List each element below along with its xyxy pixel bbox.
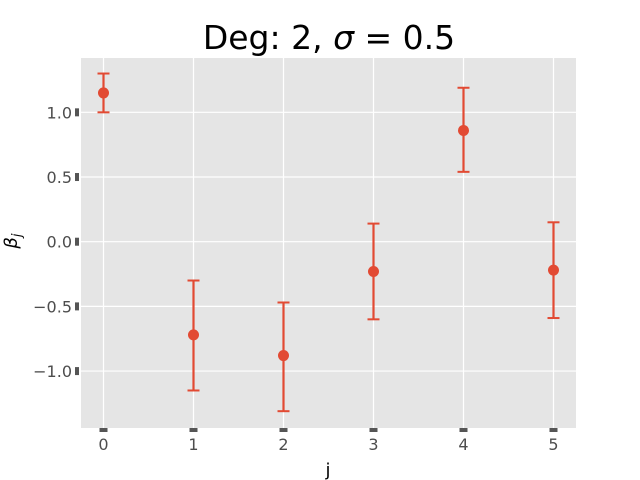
data-point-group — [367, 222, 380, 321]
chart-title-symbol: σ — [333, 18, 355, 57]
data-series — [97, 72, 560, 413]
data-point-group — [187, 279, 200, 392]
chart-title-suffix: = 0.5 — [354, 18, 455, 57]
y-axis-label-sub: j — [10, 233, 25, 239]
x-tick-mark — [369, 428, 378, 432]
axis-ticks: 0 1 2 3 4 5 1.0 0.5 0.0 −0.5 −1.0 — [33, 103, 558, 454]
x-tick-label: 2 — [278, 435, 288, 454]
y-tick-label: 1.0 — [47, 103, 72, 122]
x-tick-mark — [459, 428, 468, 432]
x-tick-mark — [99, 428, 108, 432]
x-tick-label: 3 — [368, 435, 378, 454]
x-tick-label: 1 — [188, 435, 198, 454]
x-tick-label: 5 — [548, 435, 558, 454]
data-point-group — [457, 86, 470, 173]
data-point-marker — [368, 265, 379, 277]
data-point-group — [277, 301, 290, 413]
x-tick-mark — [279, 428, 288, 432]
y-tick-mark — [75, 108, 79, 117]
x-tick-mark — [189, 428, 198, 432]
y-axis-label: βj — [1, 233, 25, 250]
y-tick-mark — [75, 173, 79, 182]
y-tick-label: 0.0 — [47, 233, 72, 252]
x-tick-label: 4 — [458, 435, 468, 454]
x-tick-mark — [549, 428, 558, 432]
plot-area — [81, 58, 576, 428]
y-tick-mark — [75, 237, 79, 246]
chart-title-prefix: Deg: 2, — [203, 18, 333, 57]
y-tick-label: 0.5 — [47, 168, 72, 187]
y-tick-mark — [75, 302, 79, 311]
y-tick-label: −1.0 — [33, 362, 72, 381]
data-point-marker — [278, 350, 289, 362]
y-axis-label-base: β — [1, 237, 22, 250]
x-axis-label: j — [324, 460, 330, 480]
data-point-group — [97, 72, 110, 114]
chart-title: Deg: 2, σ = 0.5 — [203, 18, 455, 57]
data-point-marker — [98, 87, 109, 99]
data-point-marker — [458, 124, 469, 136]
data-point-marker — [548, 264, 559, 276]
y-tick-mark — [75, 367, 79, 376]
y-tick-label: −0.5 — [33, 297, 72, 316]
data-point-marker — [188, 329, 199, 341]
x-tick-label: 0 — [98, 435, 108, 454]
data-point-group — [547, 221, 560, 320]
